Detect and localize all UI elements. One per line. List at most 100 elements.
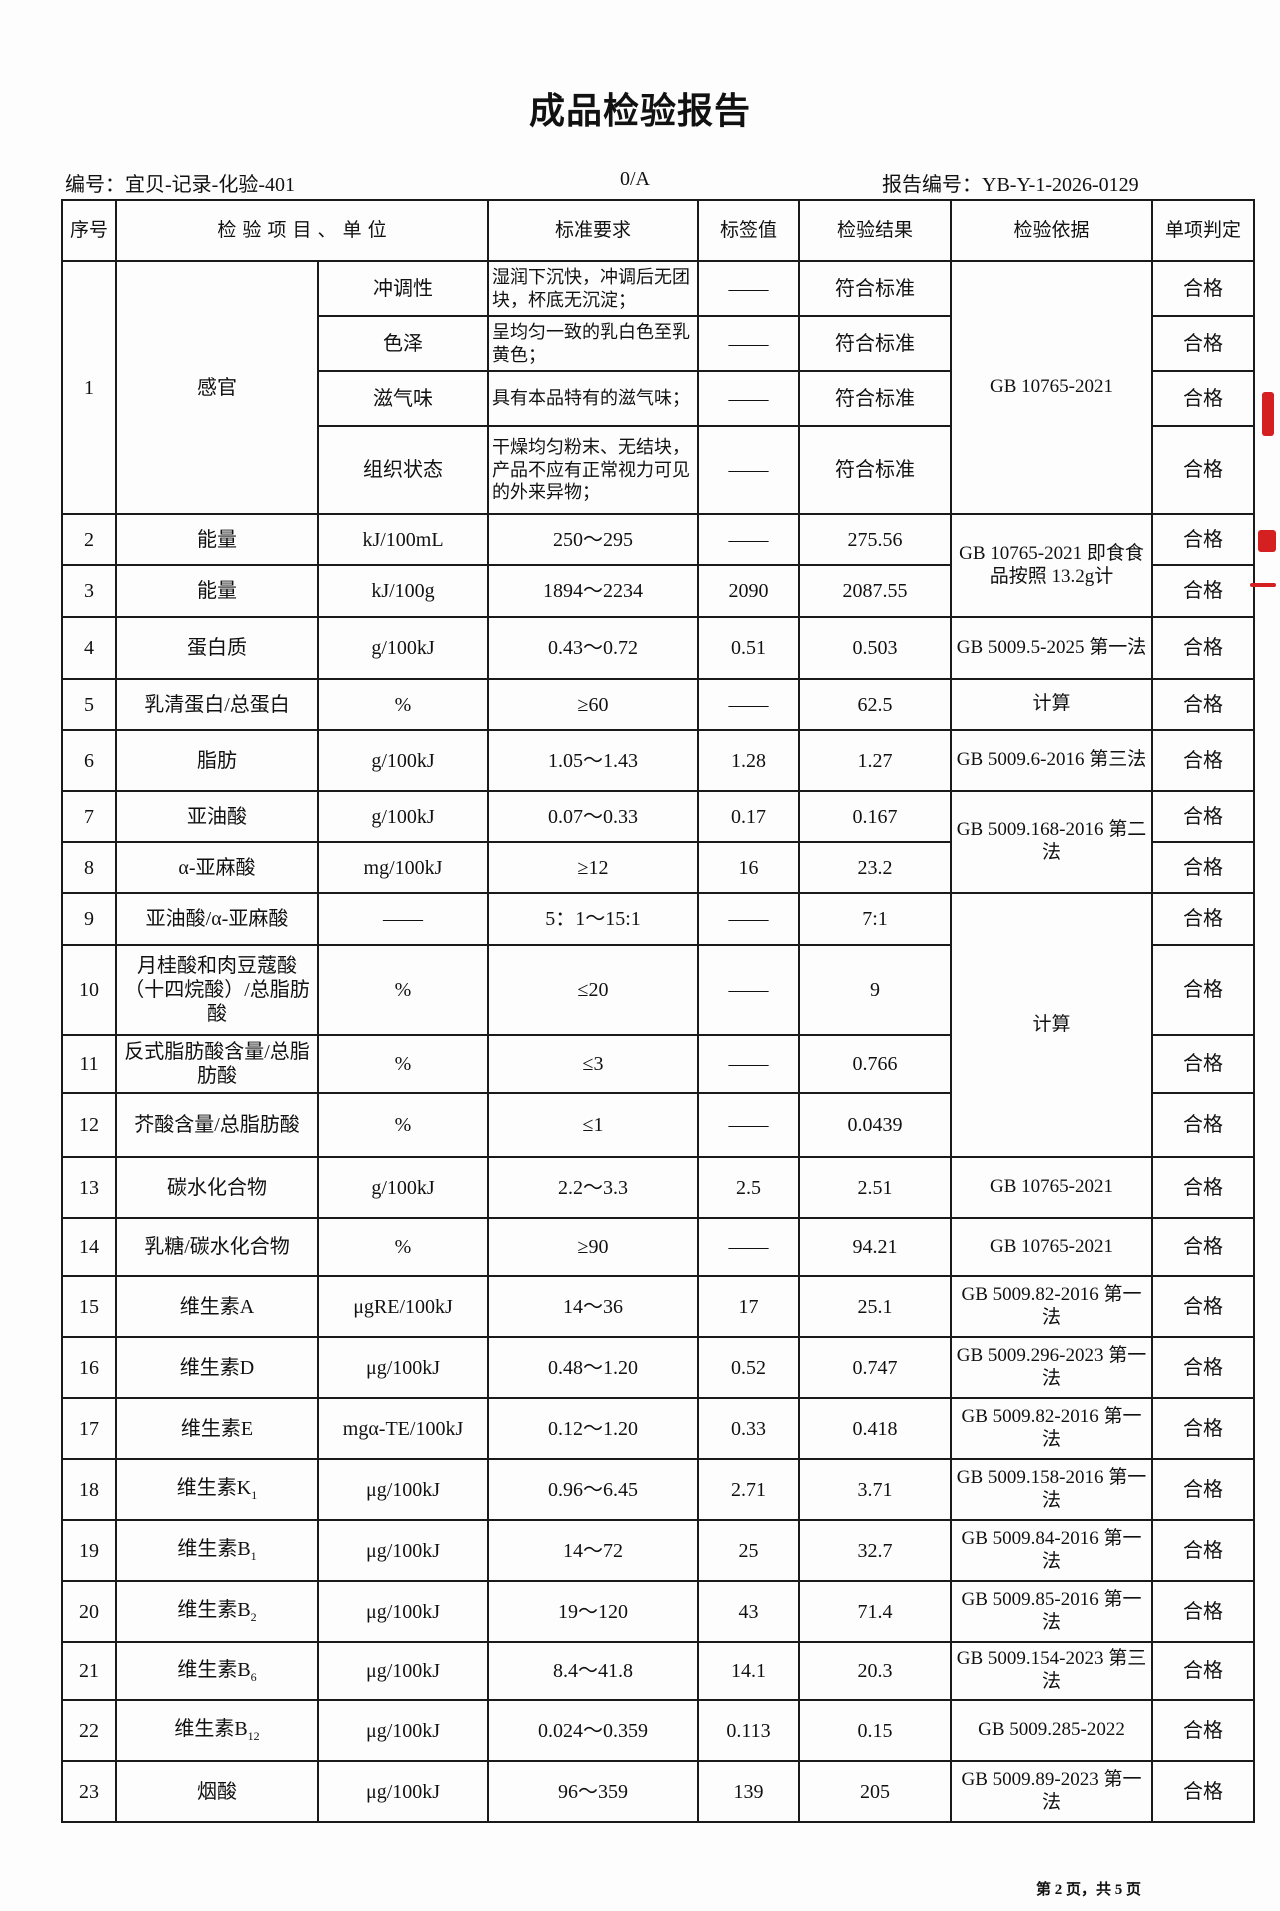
test-result: 3.71 — [798, 1458, 952, 1521]
unit: g/100kJ — [317, 616, 489, 680]
item-name: α-亚麻酸 — [115, 841, 319, 894]
item-name: 乳清蛋白/总蛋白 — [115, 678, 319, 731]
test-result: 0.0439 — [798, 1092, 952, 1158]
item-name: 能量 — [115, 564, 319, 618]
verdict: 合格 — [1151, 425, 1255, 515]
unit: mgα-TE/100kJ — [317, 1397, 489, 1460]
item-subscript: 2 — [250, 1610, 257, 1625]
unit: μg/100kJ — [317, 1760, 489, 1823]
table-row: 1 感官 冲调性 湿润下沉快，冲调后无团块，杯底无沉淀； —— 符合标准 GB 10765-… — [61, 260, 1255, 515]
row-number: 19 — [61, 1519, 117, 1582]
verdict: 合格 — [1151, 1641, 1255, 1701]
label-value: —— — [697, 1217, 800, 1277]
row-number: 16 — [61, 1336, 117, 1399]
col-item: 检 验 项 目 、 单 位 — [115, 199, 489, 262]
item-label: α-亚麻酸 — [178, 856, 256, 879]
unit: μgRE/100kJ — [317, 1275, 489, 1338]
row-number: 8 — [61, 841, 117, 894]
test-result: 20.3 — [798, 1641, 952, 1701]
row-number: 10 — [61, 944, 117, 1036]
item-name: 脂肪 — [115, 729, 319, 792]
standard-requirement: 19～120 — [487, 1580, 699, 1643]
table-row: 16 维生素D μg/100kJ 0.48～1.20 0.52 0.747 GB 5009.… — [61, 1336, 1255, 1399]
verdict: 合格 — [1151, 1580, 1255, 1643]
unit: μg/100kJ — [317, 1580, 489, 1643]
item-label: 维生素A — [179, 1295, 255, 1318]
item-label: 乳糖/碳水化合物 — [144, 1236, 290, 1258]
item-name: 维生素B2 — [115, 1580, 319, 1643]
label-value: 0.52 — [697, 1336, 800, 1399]
test-result: 0.418 — [798, 1397, 952, 1460]
test-result: 0.15 — [798, 1699, 952, 1762]
item-name: 月桂酸和肉豆蔻酸（十四烷酸）/总脂肪酸 — [115, 944, 319, 1036]
standard-requirement: 呈均匀一致的乳白色至乳黄色； — [487, 315, 699, 372]
standard-requirement: 14～36 — [487, 1275, 699, 1338]
label-value: —— — [697, 944, 800, 1036]
item-label: 脂肪 — [197, 749, 237, 772]
unit: mg/100kJ — [317, 841, 489, 894]
standard-requirement: 2.2～3.3 — [487, 1156, 699, 1219]
item-label: 维生素B — [177, 1658, 251, 1681]
table-row: 5 乳清蛋白/总蛋白% ≥60 —— 62.5 计算 合格 — [61, 678, 1255, 731]
item-name: 烟酸 — [115, 1760, 319, 1823]
item-label: 维生素E — [180, 1417, 254, 1440]
label-value: 16 — [697, 841, 800, 894]
verdict: 合格 — [1151, 513, 1255, 566]
table-row: 7 亚油酸 g/100kJ 0.07～0.33 0.17 0.167 GB 5009.168… — [61, 790, 1255, 894]
unit: % — [317, 1034, 489, 1094]
table-row: 9 亚油酸/α-亚麻酸 —— 5：1～15:1 —— 7:1 计算 合格 — [61, 892, 1255, 1158]
header-row: 序号 检 验 项 目 、 单 位 标准要求 标签值 检验结果 检验依据 单项判定 — [61, 199, 1255, 262]
label-value: 0.17 — [697, 790, 800, 843]
table-row: 19 维生素B1 μg/100kJ 14～72 25 32.7 GB 5009.84-201… — [61, 1519, 1255, 1582]
verdict: 合格 — [1151, 1397, 1255, 1460]
test-basis: GB 5009.296-2023 第一法 — [950, 1336, 1153, 1399]
unit: μg/100kJ — [317, 1519, 489, 1582]
item-label: 反式脂肪酸含量/总脂肪酸 — [124, 1041, 310, 1087]
seal-fragment — [1258, 530, 1276, 552]
table-row: 2 能量 kJ/100mL 250～295 —— 275.56 GB 10765-2021 … — [61, 513, 1255, 618]
item-name: 反式脂肪酸含量/总脂肪酸 — [115, 1034, 319, 1094]
table-row: 12 芥酸含量/总脂肪酸% ≤1 —— 0.0439 合格 — [61, 1092, 1255, 1158]
row-number: 18 — [61, 1458, 117, 1521]
verdict: 合格 — [1151, 1156, 1255, 1219]
table-row: 18 维生素K1 μg/100kJ 0.96～6.45 2.71 3.71 GB 5009.… — [61, 1458, 1255, 1521]
item-label: 维生素K — [176, 1477, 252, 1500]
standard-requirement: 1.05～1.43 — [487, 729, 699, 792]
table-row: 14 乳糖/碳水化合物% ≥90 —— 94.21 GB 10765-2021 合格 — [61, 1217, 1255, 1277]
test-result: 275.56 — [798, 513, 952, 566]
row-number: 7 — [61, 790, 117, 843]
seal-fragment — [1250, 583, 1276, 587]
standard-requirement: 5：1～15:1 — [487, 892, 699, 946]
row-number: 12 — [61, 1092, 117, 1158]
page-title: 成品检验报告 — [528, 91, 751, 132]
standard-requirement: ≤20 — [487, 944, 699, 1036]
label-value: 17 — [697, 1275, 800, 1338]
table-row: 4 蛋白质 g/100kJ 0.43～0.72 0.51 0.503 GB 5009.5-2… — [61, 616, 1255, 680]
table-row: 13 碳水化合物 g/100kJ 2.2～3.3 2.5 2.51 GB 10765-202… — [61, 1156, 1255, 1219]
test-result: 0.747 — [798, 1336, 952, 1399]
item-subscript: 1 — [250, 1549, 257, 1564]
test-result: 25.1 — [798, 1275, 952, 1338]
label-value: —— — [697, 370, 800, 427]
table-row: 21 维生素B6 μg/100kJ 8.4～41.8 14.1 20.3 GB 5009.1… — [61, 1641, 1255, 1701]
standard-requirement: 具有本品特有的滋气味； — [487, 370, 699, 427]
item-label: 能量 — [197, 580, 237, 602]
test-basis: GB 5009.154-2023 第三法 — [950, 1641, 1153, 1701]
item-name: 乳糖/碳水化合物 — [115, 1217, 319, 1277]
table-row: 3 能量 kJ/100g 1894～2234 2090 2087.55 合格 — [61, 564, 1255, 618]
standard-requirement: ≤1 — [487, 1092, 699, 1158]
table-row: 10 月桂酸和肉豆蔻酸（十四烷酸）/总脂肪酸% ≤20 —— 9 合格 — [61, 944, 1255, 1036]
verdict: 合格 — [1151, 678, 1255, 731]
item-name: 维生素B6 — [115, 1641, 319, 1701]
standard-requirement: 14～72 — [487, 1519, 699, 1582]
row-number: 14 — [61, 1217, 117, 1277]
test-result: 0.766 — [798, 1034, 952, 1094]
label-value: —— — [697, 315, 800, 372]
verdict: 合格 — [1151, 841, 1255, 894]
test-result: 62.5 — [798, 678, 952, 731]
verdict: 合格 — [1151, 260, 1255, 317]
standard-requirement: 湿润下沉快，冲调后无团块，杯底无沉淀； — [487, 260, 699, 317]
unit: % — [317, 944, 489, 1036]
item-name: 亚油酸/α-亚麻酸 — [115, 892, 319, 946]
verdict: 合格 — [1151, 315, 1255, 372]
